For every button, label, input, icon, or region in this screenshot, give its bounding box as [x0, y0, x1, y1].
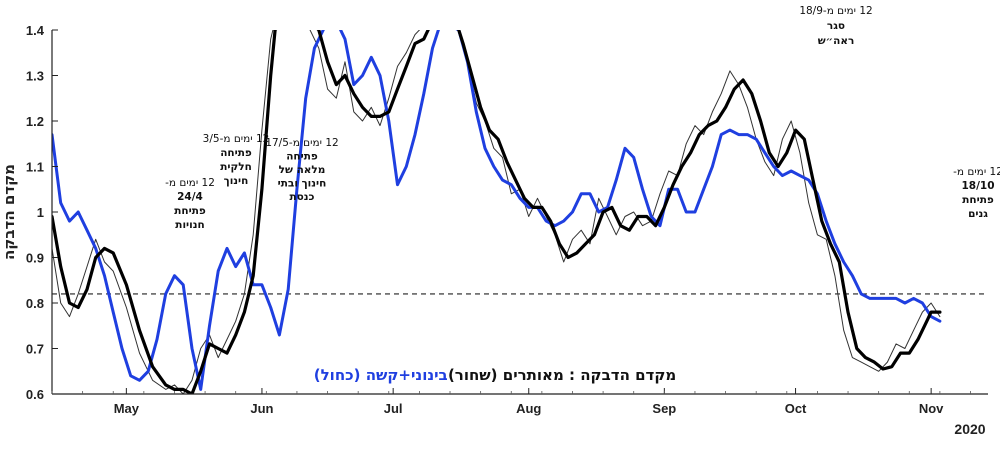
annotation-line: פתיחה	[220, 147, 252, 159]
annotation-line: ראה״ש	[818, 35, 855, 47]
x-tick-label: Nov	[919, 401, 944, 416]
annotation-line: פתיחת	[174, 205, 206, 217]
y-tick-label: 0.8	[26, 296, 44, 311]
y-tick-label: 0.9	[26, 251, 44, 266]
chart-title: מקדם הדבקה : מאותרים (שחור) בינוני+קשה (…	[314, 366, 677, 384]
y-tick-label: 1.3	[26, 69, 44, 84]
annotation-line: 12 ימים מ-	[165, 177, 215, 189]
chart-title-blue: בינוני+קשה (כחול)	[314, 366, 448, 384]
annotation-line: 12 ימים מ-18/9	[799, 5, 872, 17]
annotation-line: כנסת	[289, 191, 314, 203]
y-tick-label: 0.7	[26, 342, 44, 357]
annotation-line: חלקית	[220, 161, 252, 173]
chart-title-main: מקדם הדבקה : מאותרים (שחור)	[448, 366, 676, 384]
x-tick-label: Jul	[384, 401, 403, 416]
year-label: 2020	[954, 421, 985, 437]
annotation-4: 12 ימים מ-18/9 סגר ראה״ש	[799, 5, 872, 47]
annotation-5: 12 ימים מ- 18/10 פתיחת גנים	[953, 166, 1000, 220]
axes-layer: 0.6 0.7 0.8 0.9 1 1.1 1.2 1.3 1.4 May Jun Jul Aug Sep…	[26, 23, 988, 416]
x-tick-label: Oct	[785, 401, 807, 416]
annotation-line: חינוך ובתי	[278, 178, 327, 190]
x-tick-label: Sep	[652, 401, 676, 416]
annotation-line: פתיחת	[962, 194, 994, 206]
annotation-line: סגר	[827, 20, 845, 32]
y-tick-label: 1.4	[26, 23, 45, 38]
y-tick-label: 0.6	[26, 387, 44, 402]
series-line-blue	[52, 30, 942, 391]
x-tick-label: Jun	[250, 401, 273, 416]
annotation-line: 24/4	[177, 191, 203, 203]
annotation-layer: 12 ימים מ- 24/4 פתיחת חנויות 12 ימים מ-3/5 פת…	[165, 5, 1000, 231]
annotation-line: חנויות	[175, 219, 204, 231]
x-tick-label: Aug	[516, 401, 541, 416]
annotation-line: 12 ימים מ-3/5	[203, 133, 270, 145]
annotation-line: מלאה של	[279, 164, 326, 176]
y-tick-label: 1.2	[26, 114, 44, 129]
x-tick-label: May	[114, 401, 140, 416]
annotation-line: חינוך	[224, 175, 249, 187]
annotation-1: 12 ימים מ- 24/4 פתיחת חנויות	[165, 177, 215, 231]
y-tick-label: 1	[37, 205, 44, 220]
annotation-line: 12 ימים מ-	[953, 166, 1000, 178]
series-line-black-thick	[52, 30, 942, 394]
annotation-line: 12 ימים מ-17/5	[265, 137, 338, 149]
series-layer	[52, 30, 942, 394]
annotation-3: 12 ימים מ-17/5 פתיחה מלאה של חינוך ובתי כנסת	[265, 137, 338, 203]
y-axis-label: מקדם הדבקה	[0, 164, 18, 260]
annotation-2: 12 ימים מ-3/5 פתיחה חלקית חינוך	[203, 133, 270, 187]
y-tick-label: 1.1	[26, 160, 44, 175]
annotation-line: פתיחה	[286, 151, 318, 163]
annotation-line: 18/10	[961, 180, 994, 192]
annotation-line: גנים	[968, 208, 988, 220]
